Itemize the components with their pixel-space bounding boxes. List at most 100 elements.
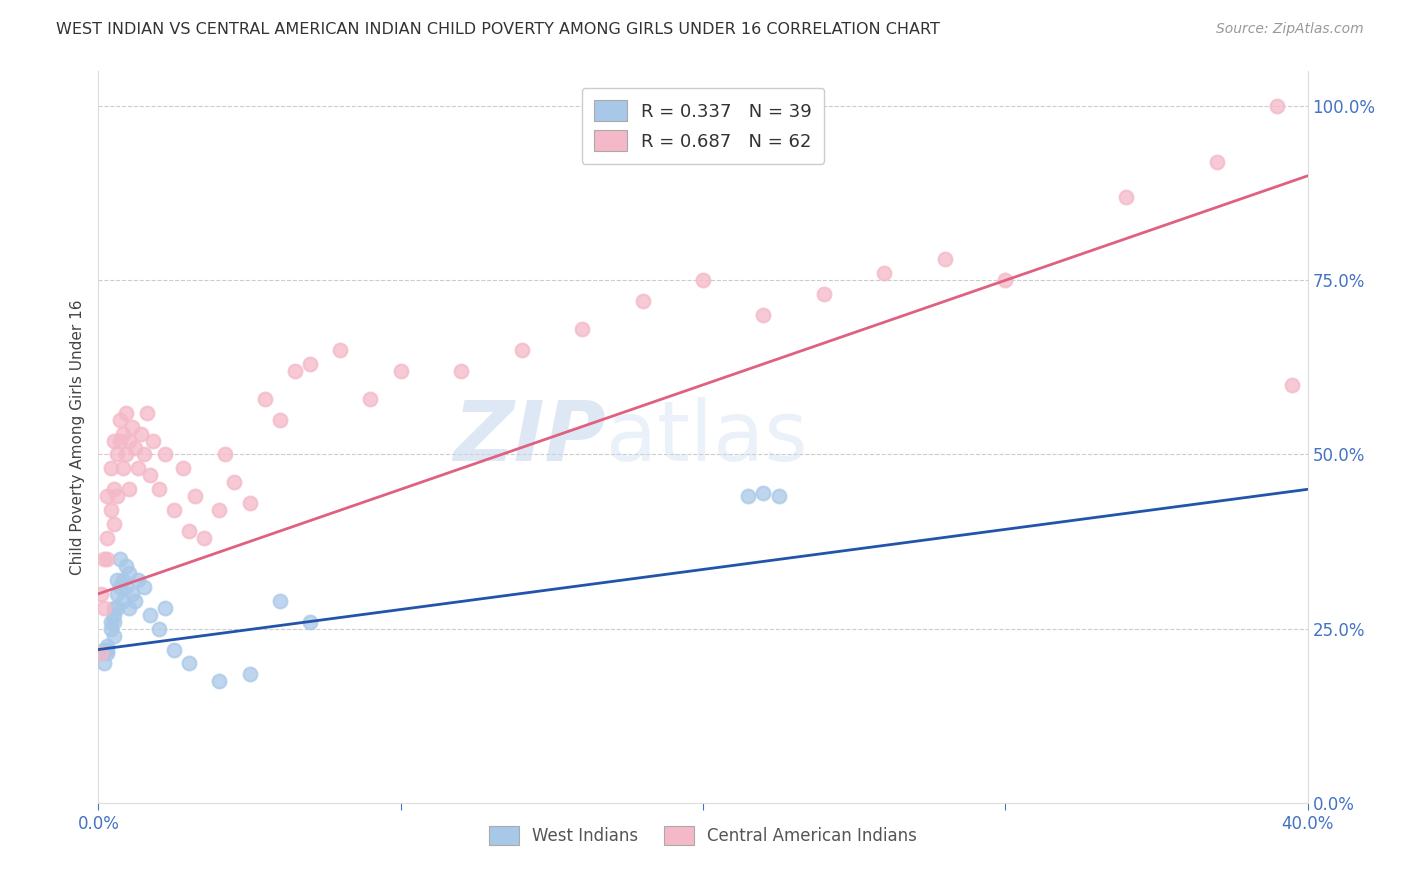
- Point: [179, 657, 201, 671]
- Point: [934, 252, 956, 267]
- Point: [114, 448, 136, 462]
- Point: [148, 622, 170, 636]
- Text: Source: ZipAtlas.com: Source: ZipAtlas.com: [1216, 22, 1364, 37]
- Point: [108, 434, 131, 448]
- Point: [103, 607, 125, 622]
- Point: [90, 587, 112, 601]
- Point: [239, 667, 262, 681]
- Point: [299, 357, 322, 371]
- Point: [153, 600, 176, 615]
- Point: [389, 364, 412, 378]
- Point: [103, 434, 125, 448]
- Point: [172, 461, 194, 475]
- Point: [208, 673, 231, 688]
- Point: [103, 629, 125, 643]
- Point: [253, 392, 276, 406]
- Point: [224, 475, 246, 490]
- Point: [813, 287, 835, 301]
- Y-axis label: Child Poverty Among Girls Under 16: Child Poverty Among Girls Under 16: [69, 300, 84, 574]
- Point: [269, 594, 291, 608]
- Point: [96, 531, 118, 545]
- Point: [118, 434, 141, 448]
- Point: [103, 517, 125, 532]
- Point: [737, 489, 759, 503]
- Point: [184, 489, 207, 503]
- Point: [124, 594, 146, 608]
- Point: [111, 426, 134, 441]
- Point: [93, 657, 115, 671]
- Point: [127, 573, 149, 587]
- Point: [96, 552, 118, 566]
- Point: [105, 448, 128, 462]
- Point: [692, 273, 714, 287]
- Point: [450, 364, 472, 378]
- Point: [111, 594, 134, 608]
- Point: [994, 273, 1017, 287]
- Point: [299, 615, 322, 629]
- Point: [1206, 155, 1229, 169]
- Point: [105, 489, 128, 503]
- Point: [873, 266, 896, 280]
- Point: [163, 642, 186, 657]
- Point: [108, 412, 131, 426]
- Point: [118, 483, 141, 497]
- Point: [179, 524, 201, 538]
- Point: [239, 496, 262, 510]
- Point: [100, 461, 122, 475]
- Point: [135, 406, 157, 420]
- Point: [114, 406, 136, 420]
- Point: [132, 448, 155, 462]
- Point: [139, 468, 162, 483]
- Point: [284, 364, 307, 378]
- Point: [93, 600, 115, 615]
- Point: [329, 343, 352, 357]
- Point: [118, 566, 141, 580]
- Point: [96, 642, 118, 657]
- Point: [163, 503, 186, 517]
- Point: [153, 448, 176, 462]
- Point: [90, 646, 112, 660]
- Point: [93, 552, 115, 566]
- Point: [105, 600, 128, 615]
- Point: [208, 503, 231, 517]
- Point: [571, 322, 593, 336]
- Point: [96, 639, 118, 653]
- Point: [148, 483, 170, 497]
- Point: [132, 580, 155, 594]
- Point: [118, 600, 141, 615]
- Point: [124, 441, 146, 455]
- Point: [752, 485, 775, 500]
- Point: [129, 426, 152, 441]
- Point: [108, 580, 131, 594]
- Point: [1267, 99, 1289, 113]
- Point: [121, 587, 143, 601]
- Text: atlas: atlas: [606, 397, 808, 477]
- Text: WEST INDIAN VS CENTRAL AMERICAN INDIAN CHILD POVERTY AMONG GIRLS UNDER 16 CORREL: WEST INDIAN VS CENTRAL AMERICAN INDIAN C…: [56, 22, 941, 37]
- Point: [1115, 190, 1137, 204]
- Point: [114, 580, 136, 594]
- Point: [96, 646, 118, 660]
- Point: [100, 622, 122, 636]
- Point: [103, 615, 125, 629]
- Point: [214, 448, 236, 462]
- Point: [90, 646, 112, 660]
- Point: [768, 489, 790, 503]
- Point: [105, 573, 128, 587]
- Point: [114, 558, 136, 573]
- Point: [510, 343, 533, 357]
- Text: ZIP: ZIP: [454, 397, 606, 477]
- Point: [139, 607, 162, 622]
- Point: [269, 412, 291, 426]
- Point: [111, 461, 134, 475]
- Point: [752, 308, 775, 322]
- Point: [108, 552, 131, 566]
- Point: [631, 294, 654, 309]
- Point: [121, 419, 143, 434]
- Point: [103, 483, 125, 497]
- Point: [100, 615, 122, 629]
- Point: [93, 642, 115, 657]
- Point: [142, 434, 165, 448]
- Legend: West Indians, Central American Indians: West Indians, Central American Indians: [478, 814, 928, 856]
- Point: [105, 587, 128, 601]
- Point: [100, 503, 122, 517]
